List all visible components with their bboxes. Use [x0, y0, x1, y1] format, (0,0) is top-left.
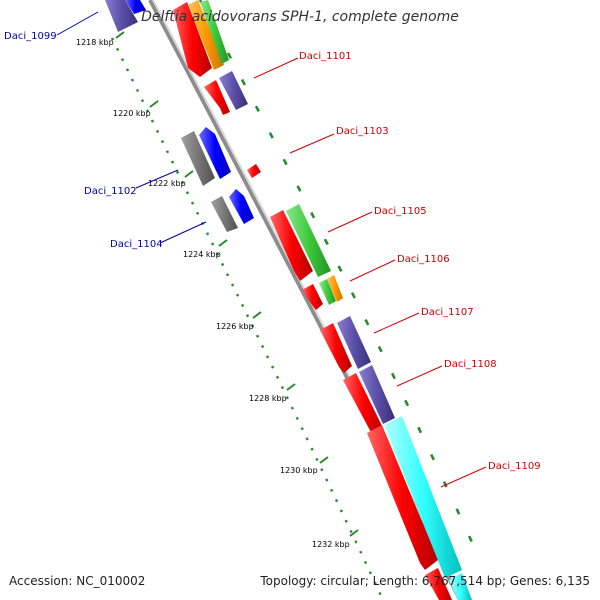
gene-daci-1109-red: [367, 425, 438, 570]
gene-daci-1107-red: [320, 323, 352, 373]
tick-label-1222: 1222 kbp: [148, 179, 186, 188]
gene-gray-2: [211, 196, 238, 232]
gene-label-daci-1109[interactable]: Daci_1109: [488, 461, 541, 472]
plus-strand-genes: [173, 0, 472, 600]
gene-daci-1105-red: [270, 210, 313, 281]
gene-daci-1101-red: [204, 80, 230, 115]
gene-labels: Daci_1099 Daci_1101 Daci_1103 Daci_1102 …: [4, 31, 541, 472]
gene-daci-1109-cyan: [384, 416, 462, 578]
outer-tick-row: [198, 0, 482, 561]
gene-orange-top: [188, 0, 224, 70]
tick-label-1220: 1220 kbp: [113, 109, 151, 118]
gene-gray-1: [181, 131, 215, 186]
gene-cyan-bottom: [449, 573, 472, 600]
gene-daci-1104-arrow: [229, 189, 254, 224]
gene-label-daci-1104[interactable]: Daci_1104: [110, 239, 163, 250]
gene-label-daci-1102[interactable]: Daci_1102: [84, 186, 137, 197]
gene-daci-1105-green: [286, 204, 331, 277]
tick-label-1218: 1218 kbp: [76, 38, 114, 47]
gene-green-top: [200, 0, 229, 64]
gene-daci-1106-red: [302, 284, 323, 310]
tick-labels: 1218 kbp 1220 kbp 1222 kbp 1224 kbp 1226…: [76, 31, 359, 549]
gene-daci-1107-purple: [337, 316, 371, 369]
map-title: Delftia acidovorans SPH-1, complete geno…: [141, 9, 459, 25]
tick-label-1228: 1228 kbp: [249, 394, 287, 403]
gene-daci-1101-purple: [219, 71, 248, 110]
gene-daci-1099-arrow: [125, 0, 146, 14]
gene-label-daci-1108[interactable]: Daci_1108: [444, 359, 497, 370]
tick-label-1232: 1232 kbp: [312, 540, 350, 549]
tick-label-1230: 1230 kbp: [280, 466, 318, 475]
tick-axis: [110, 37, 384, 599]
gene-label-daci-1101[interactable]: Daci_1101: [299, 51, 352, 62]
tick-label-1224: 1224 kbp: [183, 250, 221, 259]
gene-daci-1108-red: [343, 373, 384, 436]
genome-summary-text: Topology: circular; Length: 6,767,514 bp…: [260, 574, 590, 588]
minus-strand-genes: [105, 0, 254, 232]
callout-lines: [56, 11, 487, 488]
gene-label-daci-1105[interactable]: Daci_1105: [374, 206, 427, 217]
gene-daci-1102-arrow: [199, 127, 231, 179]
gene-red-bottom: [425, 568, 452, 600]
tick-label-1226: 1226 kbp: [216, 322, 254, 331]
gene-daci-1103-small: [247, 164, 261, 178]
gene-label-daci-1103[interactable]: Daci_1103: [336, 126, 389, 137]
gene-red-top: [173, 2, 212, 77]
gene-label-daci-1107[interactable]: Daci_1107: [421, 307, 474, 318]
gene-daci-1106-orange: [327, 275, 343, 302]
gene-daci-1099-block: [105, 0, 138, 32]
gene-daci-1108-purple: [359, 365, 395, 424]
gene-label-daci-1106[interactable]: Daci_1106: [397, 254, 450, 265]
gene-daci-1106-green: [319, 279, 336, 305]
gene-label-daci-1099[interactable]: Daci_1099: [4, 31, 57, 42]
accession-text: Accession: NC_010002: [9, 574, 146, 588]
